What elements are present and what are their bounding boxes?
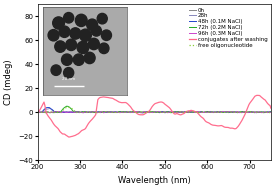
Legend: 0h, 28h, 48h (0.1M NaCl), 72h (0.2M NaCl), 96h (0.3M NaCl), conjugates after was: 0h, 28h, 48h (0.1M NaCl), 72h (0.2M NaCl… (189, 7, 268, 48)
X-axis label: Wavelength (nm): Wavelength (nm) (118, 176, 191, 185)
Y-axis label: CD (mdeg): CD (mdeg) (4, 59, 13, 105)
